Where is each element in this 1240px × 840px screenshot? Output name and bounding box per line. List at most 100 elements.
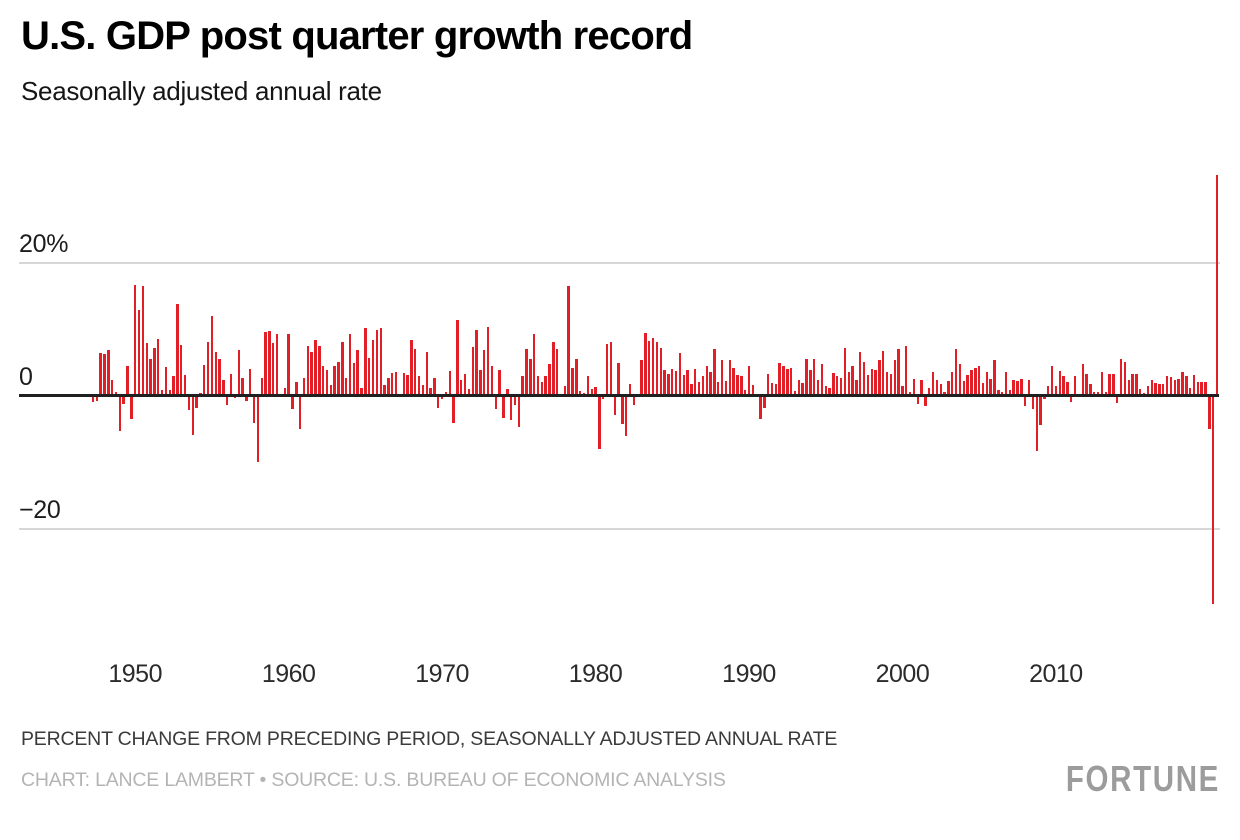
bar	[625, 395, 628, 437]
bar	[126, 365, 129, 396]
bar	[325, 369, 329, 396]
bar	[552, 341, 555, 396]
bar	[157, 338, 160, 396]
bar	[682, 374, 685, 396]
bar	[701, 375, 705, 396]
bar	[268, 330, 271, 396]
bar	[214, 351, 217, 396]
bar	[1173, 380, 1176, 396]
bar	[694, 368, 697, 396]
axis-note: PERCENT CHANGE FROM PRECEDING PERIOD, SE…	[21, 728, 838, 750]
bar	[1016, 380, 1019, 396]
source-credit: CHART: LANCE LAMBERT • SOURCE: U.S. BURE…	[21, 769, 726, 791]
bar	[414, 348, 417, 396]
bar	[1023, 395, 1027, 407]
bar	[1031, 395, 1035, 410]
bar	[644, 332, 647, 396]
bar	[149, 358, 152, 396]
bar	[1004, 372, 1008, 396]
bar	[1200, 381, 1203, 396]
bar	[252, 395, 256, 423]
bar	[720, 360, 724, 396]
bar	[1039, 395, 1042, 425]
bar	[437, 395, 440, 409]
bar	[145, 342, 148, 396]
bar	[743, 389, 747, 396]
bar	[728, 359, 731, 396]
bar	[732, 368, 735, 396]
bar	[1188, 388, 1192, 396]
bar	[494, 395, 497, 410]
bar	[1177, 378, 1180, 396]
bar	[1185, 376, 1188, 396]
bar	[621, 395, 624, 425]
y-tick-label: 20%	[19, 229, 69, 258]
bar	[1047, 385, 1050, 396]
bar	[502, 395, 505, 419]
bar	[544, 376, 547, 396]
bar	[1035, 395, 1038, 452]
bar	[498, 370, 501, 396]
bar	[463, 374, 467, 396]
bar	[260, 378, 263, 396]
bar	[203, 364, 206, 396]
bar	[509, 395, 513, 421]
bar	[440, 395, 444, 400]
bar	[245, 395, 248, 402]
bar	[164, 366, 168, 396]
bar	[816, 379, 820, 396]
bar	[153, 348, 156, 396]
bar	[912, 378, 916, 396]
bar	[1085, 374, 1088, 396]
bar	[387, 377, 390, 396]
bar	[1204, 381, 1207, 396]
bar	[467, 388, 471, 396]
bar	[291, 395, 294, 410]
bar	[513, 395, 517, 406]
bar	[813, 358, 816, 396]
bar	[878, 360, 881, 396]
bar	[859, 352, 862, 396]
bar	[974, 368, 977, 396]
bar	[448, 370, 451, 396]
bar	[348, 333, 352, 396]
bar	[897, 348, 900, 396]
bar	[793, 390, 797, 396]
bar	[195, 395, 198, 409]
bar	[905, 345, 908, 396]
bar	[1215, 175, 1219, 396]
bar	[1089, 384, 1092, 396]
bar	[797, 380, 801, 396]
bar	[1127, 380, 1130, 396]
bar	[337, 361, 340, 396]
bar	[667, 373, 670, 396]
bar	[160, 389, 164, 396]
bar	[275, 333, 279, 396]
bar	[674, 370, 678, 396]
bar	[110, 380, 114, 396]
bar	[1062, 375, 1065, 396]
bar	[740, 375, 743, 396]
bar	[759, 395, 762, 420]
bar	[851, 366, 854, 396]
bar	[1093, 392, 1096, 396]
bar	[475, 330, 478, 396]
bar	[613, 395, 616, 415]
bar	[655, 341, 659, 396]
bar	[391, 372, 394, 396]
x-tick-label-1980: 1980	[568, 660, 623, 688]
bar	[314, 340, 317, 396]
bar	[222, 379, 225, 396]
bar	[843, 347, 847, 396]
bar	[981, 382, 985, 396]
bar	[747, 366, 751, 396]
bar	[429, 387, 432, 396]
bar	[924, 395, 927, 407]
bar	[210, 316, 214, 396]
bar	[632, 395, 636, 406]
bar	[947, 380, 950, 396]
bar	[970, 370, 973, 396]
bar	[832, 372, 835, 396]
bar	[107, 350, 110, 396]
